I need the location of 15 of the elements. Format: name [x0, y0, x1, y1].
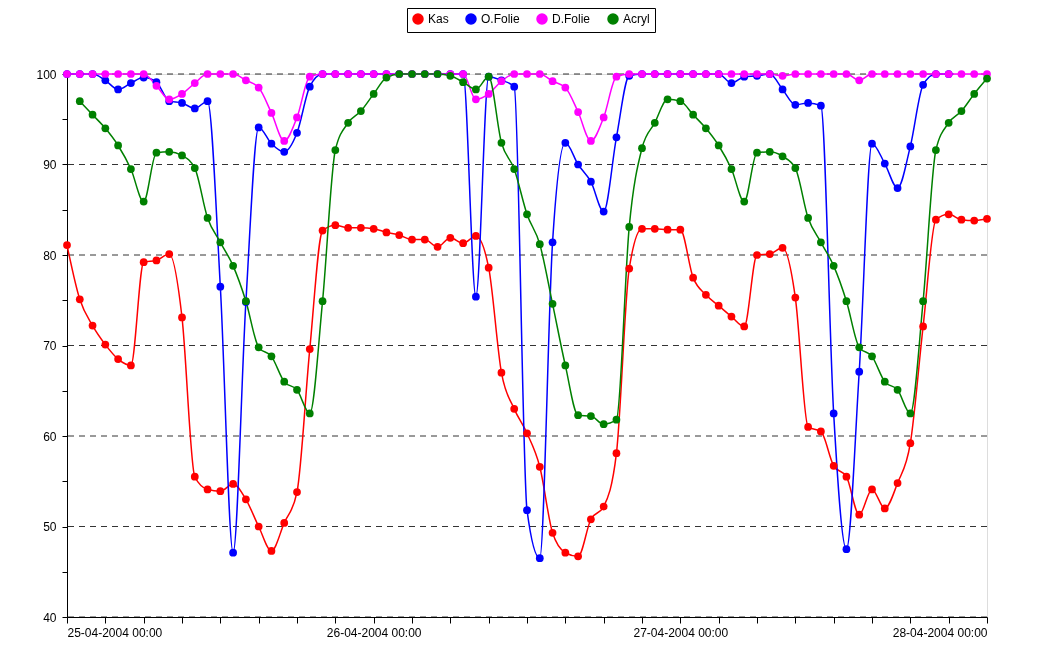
- y-tick-label: 40: [43, 610, 57, 625]
- y-tick-label: 80: [43, 248, 57, 263]
- y-tick-label: 60: [43, 429, 57, 444]
- x-tick-label: 26-04-2004 00:00: [326, 625, 422, 640]
- legend-label: D.Folie: [552, 12, 591, 26]
- legend-label: O.Folie: [481, 12, 520, 26]
- x-tick-label: 27-04-2004 00:00: [633, 625, 729, 640]
- y-tick-label: 50: [43, 520, 57, 534]
- x-tick-label: 25-04-2004 00:00: [67, 625, 163, 640]
- y-tick-label: 70: [43, 339, 57, 353]
- y-tick-label: 90: [43, 158, 57, 172]
- x-tick-label: 28-04-2004 00:00: [892, 625, 988, 640]
- legend-label: Kas: [428, 12, 449, 26]
- legend-label: Acryl: [623, 12, 650, 26]
- y-tick-label: 100: [36, 67, 57, 82]
